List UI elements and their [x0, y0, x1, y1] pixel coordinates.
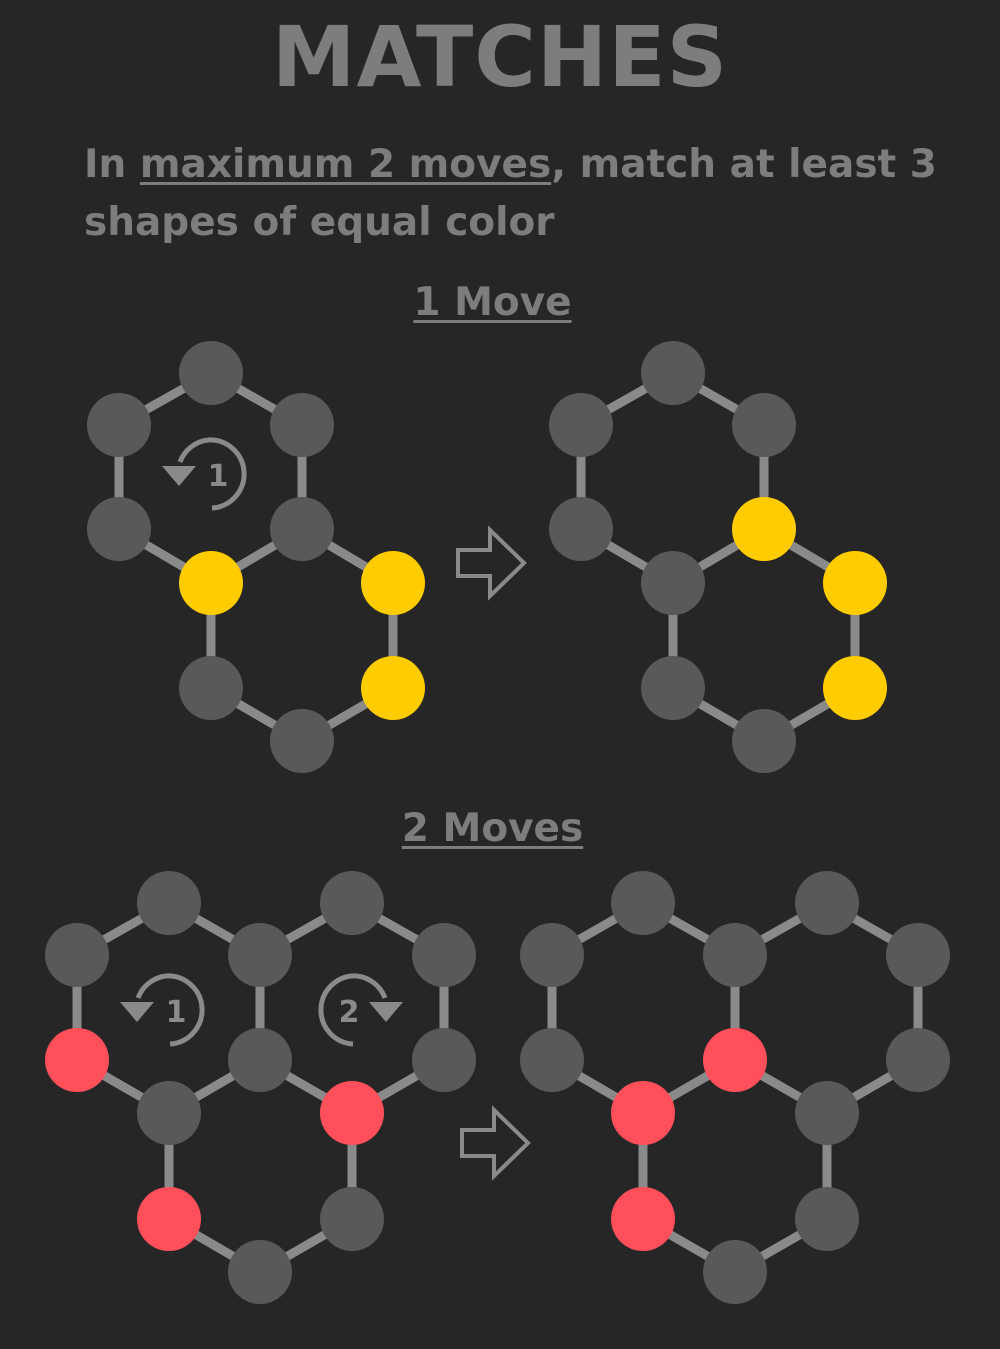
move2-before-node-gray: [320, 1187, 384, 1251]
move1-after-node-yellow: [823, 551, 887, 615]
move2-after-node-gray: [886, 923, 950, 987]
move2-before-node-gray: [137, 871, 201, 935]
move2-before-node-gray: [45, 923, 109, 987]
move2-before-node-red: [320, 1081, 384, 1145]
move2-before-node-gray: [412, 1028, 476, 1092]
section-title-2-moves: 2 Moves: [401, 806, 584, 851]
move1-before-node-yellow: [179, 551, 243, 615]
move2-after-node-gray: [611, 871, 675, 935]
rotate-arc: [207, 437, 247, 511]
move1-after-node-gray: [549, 497, 613, 561]
rotate-arc: [135, 973, 167, 999]
arrowhead: [162, 466, 196, 486]
instruction-suffix: , match at least 3 shapes of equal color: [84, 142, 937, 245]
rotation-label: 1: [208, 459, 229, 494]
move1-before-node-gray: [87, 393, 151, 457]
move2-after-node-red: [611, 1081, 675, 1145]
instruction-emphasis: maximum 2 moves: [139, 142, 552, 187]
move1-after-node-gray: [641, 341, 705, 405]
move1-after-node-gray: [641, 551, 705, 615]
rotate-cw-icon: 2: [318, 973, 403, 1047]
rotation-label: 2: [339, 995, 360, 1030]
move1-after-node-yellow: [823, 656, 887, 720]
move2-before-node-gray: [137, 1081, 201, 1145]
rotate-arc: [356, 973, 388, 999]
move2-after-node-gray: [703, 923, 767, 987]
move1-after-node-gray: [641, 656, 705, 720]
rotate-ccw-icon: 1: [120, 973, 205, 1047]
move2-before-node-gray: [228, 1028, 292, 1092]
right-arrow-outline-icon: [460, 1105, 531, 1181]
move2-before-node-red: [45, 1028, 109, 1092]
move2-after-node-gray: [886, 1028, 950, 1092]
move1-after-node-gray: [549, 393, 613, 457]
rotation-label: 1: [166, 995, 187, 1030]
move2-before-node-red: [137, 1187, 201, 1251]
move2-after-graph: [520, 871, 950, 1304]
move1-before-node-gray: [179, 656, 243, 720]
move2-after-node-gray: [520, 1028, 584, 1092]
move1-before-node-gray: [87, 497, 151, 561]
move2-before-node-gray: [228, 923, 292, 987]
move2-before-node-gray: [412, 923, 476, 987]
move2-after-node-gray: [703, 1240, 767, 1304]
rotate-arc: [177, 437, 209, 463]
move1-after-node-gray: [732, 709, 796, 773]
rotate-arc: [165, 973, 205, 1047]
move1-before-node-gray: [179, 341, 243, 405]
rotate-ccw-icon: 1: [162, 437, 247, 511]
move1-after-graph: [549, 341, 887, 773]
arrowhead: [120, 1002, 154, 1022]
move2-before-node-gray: [228, 1240, 292, 1304]
move1-before-node-yellow: [361, 656, 425, 720]
move2-before-graph: [45, 871, 476, 1304]
move2-before-node-gray: [320, 871, 384, 935]
section-title-1-move: 1 Move: [413, 280, 572, 325]
right-arrow-outline-icon: [456, 525, 527, 601]
move1-after-node-gray: [732, 393, 796, 457]
page-title: MATCHES: [271, 8, 729, 106]
move2-after-node-red: [703, 1028, 767, 1092]
instruction-prefix: In: [84, 142, 140, 187]
move2-after-node-gray: [795, 1187, 859, 1251]
move2-after-node-gray: [795, 871, 859, 935]
instruction-text: In maximum 2 moves, match at least 3 sha…: [84, 136, 944, 252]
move1-before-node-gray: [270, 393, 334, 457]
move1-before-node-gray: [270, 497, 334, 561]
move1-before-node-yellow: [361, 551, 425, 615]
rotate-arc: [318, 973, 358, 1047]
move2-after-node-gray: [795, 1081, 859, 1145]
arrowhead: [369, 1002, 403, 1022]
move1-before-node-gray: [270, 709, 334, 773]
move1-before-graph: [87, 341, 425, 773]
move2-after-node-gray: [520, 923, 584, 987]
move1-after-node-yellow: [732, 497, 796, 561]
move2-after-node-red: [611, 1187, 675, 1251]
